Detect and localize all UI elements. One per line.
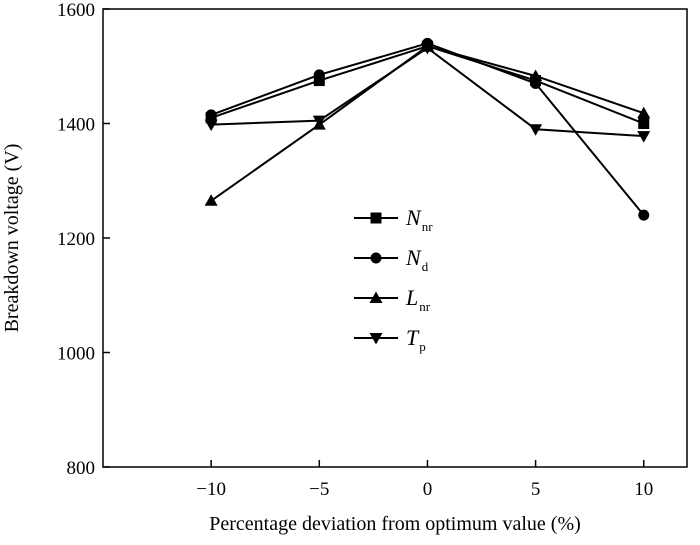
series-line <box>211 46 644 138</box>
y-tick-label: 1000 <box>57 344 95 365</box>
data-point <box>637 131 651 143</box>
data-point <box>205 109 217 121</box>
legend-label-main: T <box>406 325 420 350</box>
legend-marker <box>370 212 382 224</box>
y-tick-label: 1200 <box>57 229 95 250</box>
legend-label-subscript: nr <box>419 299 431 314</box>
x-axis-title: Percentage deviation from optimum value … <box>209 513 581 535</box>
y-tick-label: 1600 <box>57 0 95 21</box>
data-point <box>313 75 325 87</box>
legend-marker <box>369 291 383 303</box>
series-line <box>210 45 645 202</box>
legend-entry: Lnr <box>354 285 431 314</box>
legend-label: Nnr <box>405 205 433 234</box>
data-point <box>204 194 218 206</box>
legend-marker <box>369 333 383 345</box>
legend-label: Nd <box>405 245 429 274</box>
x-tick-label: 10 <box>634 479 653 500</box>
data-point <box>638 209 650 221</box>
y-tick-label: 800 <box>67 458 96 479</box>
x-axis: −10 −5 0 5 10 <box>196 460 653 500</box>
x-tick-label: 5 <box>531 479 541 500</box>
legend-label-subscript: nr <box>422 219 434 234</box>
legend-label: Tp <box>406 325 426 354</box>
legend-label-subscript: d <box>422 259 429 274</box>
plot-frame <box>102 8 688 468</box>
x-tick-label: 0 <box>423 479 433 500</box>
data-point <box>529 124 543 136</box>
legend-entry: Nnr <box>354 205 433 234</box>
y-axis-title: Breakdown voltage (V) <box>1 144 23 333</box>
data-point <box>529 69 543 81</box>
legend-marker <box>370 252 382 264</box>
legend-entry: Nd <box>354 245 429 274</box>
legend-label: Lnr <box>405 285 431 314</box>
x-tick-label: −10 <box>196 479 226 500</box>
legend-entry: Tp <box>354 325 426 354</box>
series-t-p <box>204 42 651 143</box>
legend-label-main: L <box>405 285 418 310</box>
data-point <box>638 118 650 129</box>
data-point <box>637 106 651 119</box>
series-n-d <box>205 37 650 221</box>
legend-label-main: N <box>405 245 422 270</box>
data-point <box>420 42 434 55</box>
series-line <box>210 45 645 125</box>
data-point <box>313 69 325 81</box>
x-tick-label: −5 <box>309 479 329 500</box>
series-layer <box>204 37 651 221</box>
y-axis: 800 1000 1200 1400 1600 <box>57 0 110 479</box>
legend-label-subscript: p <box>419 339 426 354</box>
series-line <box>210 42 645 216</box>
legend-label-main: N <box>405 205 422 230</box>
y-tick-label: 1400 <box>57 115 95 136</box>
data-point <box>312 115 326 128</box>
data-point <box>204 119 218 132</box>
